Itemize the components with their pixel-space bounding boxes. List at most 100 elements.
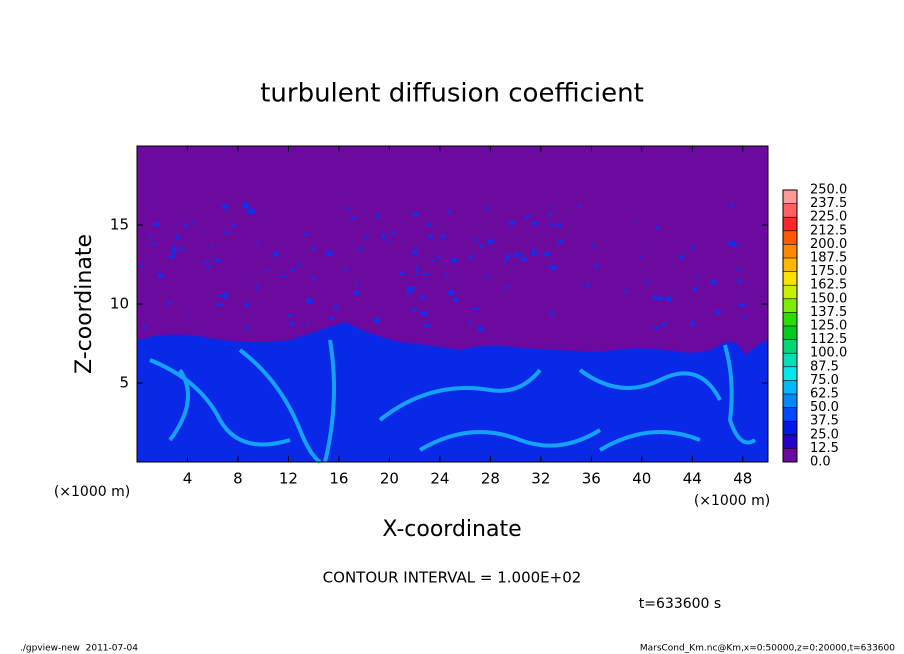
eddy [437, 254, 440, 260]
eddy [174, 235, 180, 240]
eddy [556, 222, 562, 227]
eddy [232, 223, 237, 228]
eddy [527, 214, 532, 218]
eddy [504, 257, 508, 264]
eddy [298, 262, 301, 267]
eddy [519, 251, 523, 255]
eddy [531, 253, 539, 256]
colorbar-level [783, 244, 797, 258]
eddy [256, 240, 259, 246]
eddy [468, 321, 472, 325]
eddy [139, 264, 145, 267]
colorbar-level [783, 339, 797, 354]
colorbar-level [783, 258, 797, 272]
x-tick-label: 36 [582, 470, 601, 488]
eddy [427, 234, 435, 238]
eddy [652, 295, 658, 300]
eddy [406, 286, 415, 292]
eddy [585, 283, 590, 287]
eddy [624, 289, 629, 295]
eddy [210, 244, 214, 248]
eddy [521, 256, 527, 262]
eddy [445, 273, 448, 277]
colorbar-level [783, 312, 797, 326]
eddy [202, 260, 210, 263]
x-tick-label: 32 [531, 470, 550, 488]
eddy [412, 249, 418, 255]
colorbar-tick-label: 212.5 [810, 223, 847, 238]
eddy [525, 215, 529, 220]
eddy [245, 326, 251, 330]
y-axis-label: Z-coordinate [72, 234, 97, 374]
eddy [480, 243, 484, 249]
eddy [661, 322, 667, 327]
colorbar-tick-label: 187.5 [810, 251, 847, 266]
eddy [655, 225, 660, 230]
eddy [272, 251, 279, 257]
eddy [422, 312, 429, 316]
colorbar-tick-label: 175.0 [810, 264, 847, 279]
colorbar-tick-label: 25.0 [810, 427, 839, 442]
eddy [328, 316, 335, 321]
eddy [306, 297, 314, 304]
eddy [387, 238, 390, 243]
eddy [653, 326, 660, 330]
eddy [206, 265, 211, 269]
eddy [391, 231, 396, 234]
eddy [353, 290, 360, 296]
eddy [412, 307, 417, 312]
eddy [355, 281, 358, 286]
eddy [254, 284, 258, 290]
time-label: t=633600 s [639, 596, 721, 612]
eddy [543, 251, 551, 257]
x-axis-label: X-coordinate [382, 517, 521, 542]
eddy [302, 233, 310, 236]
eddy [549, 264, 557, 270]
eddy [188, 313, 192, 317]
eddy [244, 302, 251, 307]
eddy [373, 317, 380, 324]
contour-field [137, 146, 768, 464]
eddy [381, 233, 385, 240]
eddy [411, 212, 420, 217]
eddy [710, 279, 717, 285]
eddy [191, 221, 195, 225]
colorbar-tick-label: 12.5 [810, 441, 839, 456]
eddy [473, 238, 478, 242]
colorbar-tick-label: 0.0 [810, 455, 831, 470]
colorbar-level [783, 271, 797, 286]
turbulent-blobs [139, 202, 746, 332]
y-tick-label: 15 [110, 216, 129, 234]
contour-interval: CONTOUR INTERVAL = 1.000E+02 [323, 569, 582, 587]
y-tick-label: 5 [119, 374, 129, 392]
colorbar-tick-label: 137.5 [810, 305, 847, 320]
colorbar-tick-label: 100.0 [810, 346, 847, 361]
colorbar-tick-label: 50.0 [810, 400, 839, 415]
colorbar-tick-label: 200.0 [810, 237, 847, 252]
x-tick-label: 8 [233, 470, 243, 488]
eddy [242, 202, 250, 209]
eddy [487, 239, 495, 245]
eddy [506, 253, 510, 259]
colorbar-tick-label: 225.0 [810, 210, 847, 225]
eddy [222, 292, 228, 299]
eddy [287, 314, 293, 317]
eddy [421, 272, 430, 276]
eddy [503, 286, 509, 289]
eddy [312, 275, 316, 281]
colorbar-level [783, 230, 797, 245]
x-unit-left: (×1000 m) [54, 484, 130, 500]
eddy [550, 311, 554, 317]
eddy [154, 221, 161, 227]
colorbar-level [783, 407, 797, 422]
colorbar-tick-label: 237.5 [810, 196, 847, 211]
eddy [405, 291, 412, 294]
colorbar-level [783, 394, 797, 408]
x-tick-label: 48 [733, 470, 752, 488]
eddy [468, 254, 472, 261]
eddy [311, 247, 316, 251]
eddy [736, 267, 739, 272]
turbulent-streaks [149, 339, 757, 464]
eddy [141, 325, 148, 329]
